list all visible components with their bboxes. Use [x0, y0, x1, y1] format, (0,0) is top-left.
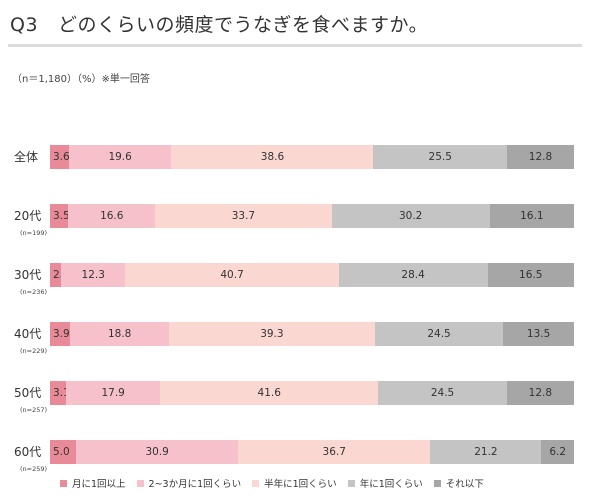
legend-label: それ以下 — [445, 479, 484, 490]
bar-segment: 3.1 — [50, 381, 70, 405]
category-label: 30代 — [14, 268, 42, 282]
bar-segment: 16.6 — [68, 204, 156, 228]
category-label: 60代 — [14, 445, 42, 459]
bar-segment: 3.6 — [50, 145, 70, 169]
data-label: 3.1 — [53, 387, 70, 399]
legend-swatch — [252, 479, 260, 487]
legend: 月に1回以上 2~3か月に1回くらい 半年に1回くらい 年に1回くらい それ以下 — [60, 476, 580, 490]
category-sample-size: (n=259) — [20, 465, 48, 473]
legend-label: 年に1回くらい — [359, 479, 423, 490]
data-label: 33.7 — [231, 210, 256, 222]
category-label: 全体 — [14, 150, 39, 164]
bar-segment: 2.1 — [50, 263, 70, 287]
bar-segment: 39.3 — [168, 322, 375, 346]
bar-segment: 21.2 — [430, 440, 542, 464]
bar-segment: 18.8 — [70, 322, 169, 346]
data-label: 40.7 — [220, 269, 244, 281]
data-label: 17.9 — [101, 387, 125, 399]
bar-segment: 25.5 — [373, 145, 507, 169]
data-label: 12.3 — [81, 269, 105, 281]
bar-segment: 12.8 — [506, 381, 574, 405]
bar-segment: 40.7 — [125, 263, 339, 287]
bar-segment: 36.7 — [238, 440, 431, 464]
bar-segment: 16.5 — [487, 263, 574, 287]
legend-item: 2~3か月に1回くらい — [136, 476, 242, 490]
legend-swatch — [60, 479, 67, 487]
legend-label: 半年に1回くらい — [264, 479, 337, 490]
bar-segment: 33.7 — [155, 204, 332, 228]
bar-row: 3.9 18.8 39.3 24.5 13.5 — [50, 322, 574, 346]
bar-segment: 17.9 — [66, 381, 161, 405]
data-label: 41.6 — [257, 387, 281, 399]
question-text: どのくらいの頻度でうなぎを食べますか。 — [58, 14, 429, 36]
data-label: 19.6 — [108, 151, 132, 163]
question-number: Q3 — [10, 14, 39, 36]
bar-row: 3.1 17.9 41.6 24.5 12.8 — [50, 381, 574, 405]
data-label: 16.6 — [100, 210, 124, 222]
data-label: 12.8 — [528, 387, 553, 399]
bar-segment: 24.5 — [374, 322, 504, 346]
bar-segment: 24.5 — [378, 381, 507, 405]
bar-segment: 12.3 — [61, 263, 126, 287]
legend-label: 月に1回以上 — [72, 479, 126, 490]
data-label: 30.2 — [398, 210, 423, 222]
bar-segment: 19.6 — [68, 145, 172, 169]
category-sample-size: (n=199) — [20, 229, 48, 237]
data-label: 3.5 — [53, 210, 70, 222]
data-label: 3.6 — [53, 151, 70, 163]
legend-label: 2~3か月に1回くらい — [148, 479, 242, 490]
bar-row: 5.0 30.9 36.7 21.2 6.2 — [50, 440, 574, 464]
bar-segment: 41.6 — [160, 381, 379, 405]
bar-segment: 3.5 — [50, 204, 70, 228]
bar-segment: 30.2 — [331, 204, 490, 228]
data-label: 36.7 — [322, 446, 346, 458]
bar-segment: 28.4 — [338, 263, 488, 287]
data-label: 18.8 — [107, 328, 132, 340]
data-label: 21.2 — [474, 446, 498, 458]
bar-segment: 16.1 — [489, 204, 574, 228]
data-label: 28.4 — [401, 269, 425, 281]
bar-segment: 30.9 — [76, 440, 239, 464]
category-label: 40代 — [14, 327, 42, 341]
data-label: 38.6 — [260, 151, 285, 163]
bar-row: 2.1 12.3 40.7 28.4 16.5 — [50, 263, 574, 287]
data-label: 6.2 — [549, 446, 567, 458]
data-label: 12.8 — [528, 151, 553, 163]
bar-segment: 12.8 — [506, 145, 574, 169]
data-label: 39.3 — [260, 328, 284, 340]
data-label: 3.9 — [53, 328, 70, 340]
legend-item: 年に1回くらい — [347, 476, 423, 490]
category-label: 20代 — [14, 209, 42, 223]
data-label: 30.9 — [145, 446, 169, 458]
data-label: 24.5 — [430, 387, 455, 399]
legend-swatch — [136, 479, 144, 487]
legend-swatch — [347, 479, 355, 487]
category-sample-size: (n=236) — [20, 288, 48, 296]
legend-item: それ以下 — [433, 476, 484, 490]
bar-segment: 5.0 — [50, 440, 77, 464]
title-divider — [8, 44, 582, 47]
data-label: 5.0 — [53, 446, 70, 458]
data-label: 16.1 — [520, 210, 544, 222]
sample-note: （n＝1,180）（%）※単一回答 — [12, 74, 150, 85]
legend-swatch — [433, 479, 441, 487]
data-label: 24.5 — [427, 328, 451, 340]
data-label: 25.5 — [428, 151, 452, 163]
category-label: 50代 — [14, 386, 42, 400]
bar-segment: 6.2 — [541, 440, 574, 464]
bar-segment: 13.5 — [503, 322, 574, 346]
legend-item: 月に1回以上 — [60, 476, 126, 490]
category-sample-size: (n=257) — [20, 406, 48, 414]
title-area: Q3 どのくらいの頻度でうなぎを食べますか。 — [8, 8, 582, 48]
bar-row: 3.6 19.6 38.6 25.5 12.8 — [50, 145, 574, 169]
data-label: 16.5 — [519, 269, 543, 281]
chart-title: Q3 どのくらいの頻度でうなぎを食べますか。 — [10, 10, 428, 37]
legend-item: 半年に1回くらい — [252, 476, 337, 490]
bar-segment: 38.6 — [171, 145, 374, 169]
data-label: 13.5 — [526, 328, 551, 340]
category-sample-size: (n=229) — [20, 347, 48, 355]
bar-row: 3.5 16.6 33.7 30.2 16.1 — [50, 204, 574, 228]
bar-segment: 3.9 — [50, 322, 71, 346]
